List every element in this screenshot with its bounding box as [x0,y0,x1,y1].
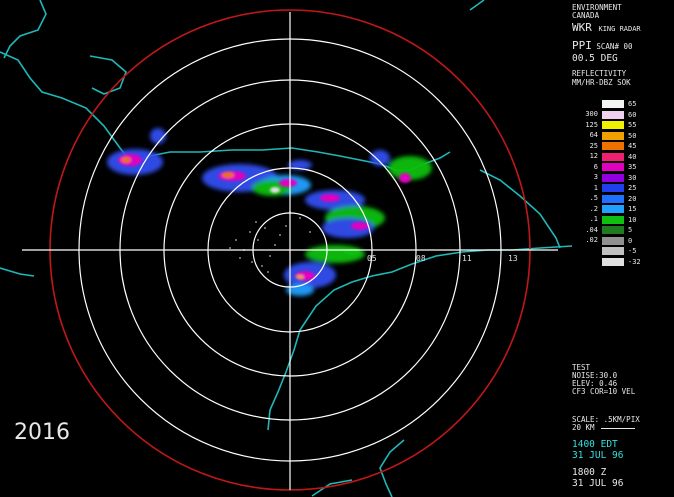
station-code: WKR [572,21,592,34]
elevation-value: ELEV: 0.46 [572,379,618,388]
legend-dbz-label: 10 [628,215,637,224]
legend-swatch [602,131,624,140]
scan-angle: 00.5 DEG [572,53,618,64]
scale-bar-label: 20 KM [572,423,595,432]
legend-swatch [602,215,624,224]
product-name: REFLECTIVITY [572,69,627,78]
legend-dbz-label: 35 [628,163,637,171]
local-time: 1400 EDT [572,439,618,450]
legend-dbz-label: 60 [628,110,637,119]
legend-dbz-label: 55 [628,121,637,129]
utc-time: 1800 Z [572,467,607,478]
legend-swatch [602,194,624,203]
legend-swatch [602,152,624,161]
legend-dbz-label: 15 [628,205,637,213]
legend-swatch [602,163,624,171]
legend-dbz-label: 0 [628,236,633,245]
filter-value: CF3 COR=10 VEL [572,387,636,396]
legend-dbz-label: 20 [628,194,637,203]
units: MM/HR-DBZ [572,78,613,87]
legend-rate-label: .04 [585,225,598,234]
legend-swatch [602,236,624,245]
legend-swatch [602,121,624,129]
legend-rate-label: 25 [589,141,598,150]
legend-swatch [602,226,624,234]
legend-dbz-label: 50 [628,131,637,140]
local-date: 31 JUL 96 [572,450,624,461]
scan-number: SCAN# 00 [596,42,633,51]
legend-rate-label: .1 [589,215,598,223]
legend-swatch [602,173,624,182]
legend-dbz-label: 30 [628,173,637,182]
legend-swatch [602,205,624,213]
test-label: TEST [572,363,591,372]
legend-swatch [602,100,624,108]
legend-swatch [602,184,624,192]
scan-mode: PPI [572,39,592,52]
ring-label: 05 [367,254,377,263]
legend-dbz-label: 65 [628,100,637,108]
agency-line1: ENVIRONMENT [572,4,622,12]
legend-rate-label: 125 [585,120,598,129]
legend-rate-label: .5 [589,194,598,202]
ring-label: 13 [508,254,518,263]
crosshair [22,12,558,490]
agency-line2: CANADA [572,11,600,20]
scan-mode-line: PPI SCAN# 00 [572,40,633,51]
product-units: MM/HR-DBZ SOK [572,79,631,87]
color-legend: 65 60 55 50 45 40 35 30 25 20 15 10 5 0 -5 -32 300 125 64 2… [572,100,674,280]
scale-value: SCALE: .5KM/PIX [572,415,640,424]
units-extra: SOK [617,78,631,87]
legend-rate-label: 12 [589,152,598,160]
legend-rate-label: 1 [593,183,598,192]
station-name: KING RADAR [598,25,641,33]
legend-rate-label: 64 [589,131,598,139]
legend-rate-label: 3 [593,173,598,181]
legend-rate-label: 300 [585,110,598,118]
legend-swatch [602,142,624,150]
legend-dbz-label: 45 [628,142,637,150]
legend-swatch [602,257,624,266]
ring-label: 08 [416,254,426,263]
legend-rate-label: .02 [585,236,598,244]
legend-dbz-label: -32 [628,257,641,266]
legend-rate-label: 6 [593,162,598,171]
noise-value: NOISE:30.0 [572,371,618,380]
legend-swatch [602,247,624,255]
station-id: WKR KING RADAR [572,22,641,35]
legend-rate-label: .2 [589,204,598,213]
legend-swatch [602,110,624,119]
legend-dbz-label: 5 [628,226,633,234]
ring-label: 11 [462,254,472,263]
legend-dbz-label: 25 [628,184,637,192]
utc-date: 31 JUL 96 [572,478,624,489]
info-panel: ENVIRONMENT CANADA WKR KING RADAR PPI SC… [572,4,674,497]
watermark-year: 2016 [14,420,70,445]
legend-dbz-label: 40 [628,152,637,161]
ring-labels: 05 08 11 13 [367,254,518,263]
scale-bar: 20 KM [572,423,636,432]
legend-dbz-label: -5 [628,247,637,255]
